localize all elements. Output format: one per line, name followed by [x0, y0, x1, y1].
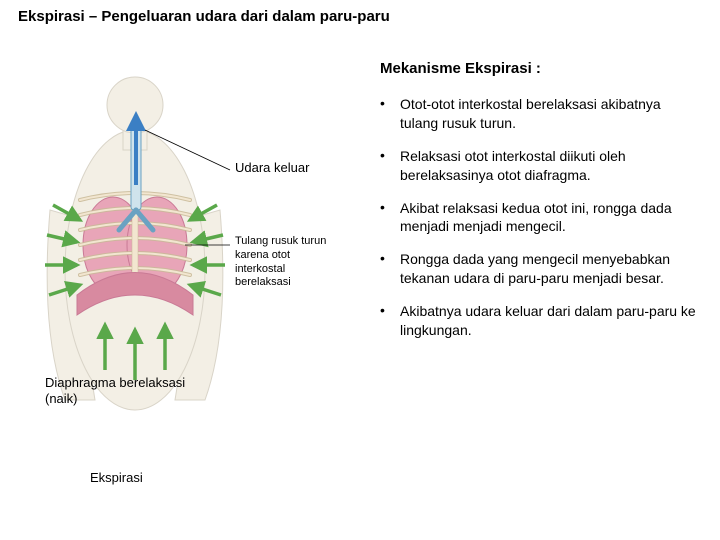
- page-title: Ekspirasi – Pengeluaran udara dari dalam…: [18, 8, 390, 25]
- bullet-marker: •: [380, 95, 400, 111]
- anatomy-diagram: Udara keluar Tulang rusuk turun karena o…: [35, 70, 335, 450]
- bullet-text: Relaksasi otot interkostal diikuti oleh …: [400, 147, 700, 185]
- bullet-item: • Akibat relaksasi kedua otot ini, rongg…: [380, 199, 700, 237]
- bullet-marker: •: [380, 147, 400, 163]
- diagram-caption: Ekspirasi: [90, 470, 143, 485]
- bullet-item: • Otot-otot interkostal berelaksasi akib…: [380, 95, 700, 133]
- annotation-tulang-rusuk: Tulang rusuk turun karena otot interkost…: [235, 235, 335, 290]
- bullet-text: Akibatnya udara keluar dari dalam paru-p…: [400, 302, 700, 340]
- bullet-item: • Rongga dada yang mengecil menyebabkan …: [380, 250, 700, 288]
- bullet-list: • Otot-otot interkostal berelaksasi akib…: [380, 95, 700, 354]
- section-subtitle: Mekanisme Ekspirasi :: [380, 60, 541, 77]
- bullet-item: • Relaksasi otot interkostal diikuti ole…: [380, 147, 700, 185]
- bullet-text: Otot-otot interkostal berelaksasi akibat…: [400, 95, 700, 133]
- bullet-item: • Akibatnya udara keluar dari dalam paru…: [380, 302, 700, 340]
- bullet-text: Rongga dada yang mengecil menyebabkan te…: [400, 250, 700, 288]
- bullet-marker: •: [380, 250, 400, 266]
- bullet-marker: •: [380, 199, 400, 215]
- annotation-udara-keluar: Udara keluar: [235, 160, 315, 176]
- annotation-diaphragma: Diaphragma berelaksasi (naik): [45, 375, 205, 408]
- bullet-text: Akibat relaksasi kedua otot ini, rongga …: [400, 199, 700, 237]
- bullet-marker: •: [380, 302, 400, 318]
